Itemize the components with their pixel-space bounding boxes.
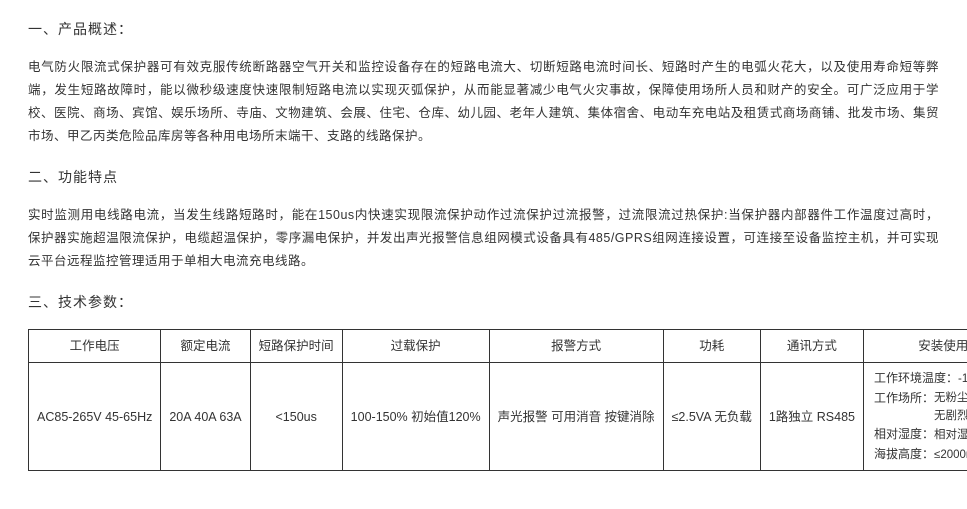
cell-alarm: 声光报警 可用消音 按键消除 bbox=[489, 363, 663, 471]
env-temp-label: 工作环境温度： bbox=[874, 371, 958, 385]
th-short-time: 短路保护时间 bbox=[250, 330, 342, 363]
table-row: AC85-265V 45-65Hz 20A 40A 63A <150us 100… bbox=[29, 363, 967, 471]
section-overview: 一、产品概述： 电气防火限流式保护器可有效克服传统断路器空气开关和监控设备存在的… bbox=[28, 18, 939, 148]
th-current: 额定电流 bbox=[161, 330, 250, 363]
cell-short-time: <150us bbox=[250, 363, 342, 471]
env-place: 工作场所：无粉尘,无腐蚀, 无剧烈震动 bbox=[874, 389, 967, 426]
env-temp-value: -10~ +60℃ bbox=[958, 373, 967, 385]
env-temp: 工作环境温度：-10~ +60℃ bbox=[874, 369, 967, 388]
section-title-3: 三、技术参数： bbox=[28, 291, 939, 315]
cell-env: 工作环境温度：-10~ +60℃ 工作场所：无粉尘,无腐蚀, 无剧烈震动 相对湿… bbox=[864, 363, 967, 471]
table-header-row: 工作电压 额定电流 短路保护时间 过载保护 报警方式 功耗 通讯方式 安装使用环… bbox=[29, 330, 967, 363]
cell-power: ≤2.5VA 无负载 bbox=[663, 363, 760, 471]
section-title-2: 二、功能特点 bbox=[28, 166, 939, 190]
env-humidity-label: 相对湿度： bbox=[874, 427, 934, 441]
cell-current: 20A 40A 63A bbox=[161, 363, 250, 471]
section-body-2: 实时监测用电线路电流，当发生线路短路时，能在150us内快速实现限流保护动作过流… bbox=[28, 204, 939, 273]
section-title-1: 一、产品概述： bbox=[28, 18, 939, 42]
cell-voltage: AC85-265V 45-65Hz bbox=[29, 363, 161, 471]
env-place-label: 工作场所： bbox=[874, 389, 934, 408]
env-altitude: 海拔高度：≤2000m bbox=[874, 445, 967, 464]
section-features: 二、功能特点 实时监测用电线路电流，当发生线路短路时，能在150us内快速实现限… bbox=[28, 166, 939, 273]
section-specs: 三、技术参数： 工作电压 额定电流 短路保护时间 过载保护 报警方式 功耗 通讯… bbox=[28, 291, 939, 471]
th-alarm: 报警方式 bbox=[489, 330, 663, 363]
cell-comm: 1路独立 RS485 bbox=[760, 363, 863, 471]
env-altitude-label: 海拔高度： bbox=[874, 447, 934, 461]
spec-table: 工作电压 额定电流 短路保护时间 过载保护 报警方式 功耗 通讯方式 安装使用环… bbox=[28, 329, 967, 471]
env-humidity-value: 相对湿度不超过95% bbox=[934, 429, 967, 441]
th-power: 功耗 bbox=[663, 330, 760, 363]
th-env: 安装使用环境 bbox=[864, 330, 967, 363]
th-comm: 通讯方式 bbox=[760, 330, 863, 363]
env-place-value: 无粉尘,无腐蚀, 无剧烈震动 bbox=[934, 389, 967, 426]
env-humidity: 相对湿度：相对湿度不超过95% bbox=[874, 425, 967, 444]
th-overload: 过载保护 bbox=[342, 330, 489, 363]
section-body-1: 电气防火限流式保护器可有效克服传统断路器空气开关和监控设备存在的短路电流大、切断… bbox=[28, 56, 939, 149]
env-altitude-value: ≤2000m bbox=[934, 449, 967, 461]
cell-overload: 100-150% 初始值120% bbox=[342, 363, 489, 471]
th-voltage: 工作电压 bbox=[29, 330, 161, 363]
